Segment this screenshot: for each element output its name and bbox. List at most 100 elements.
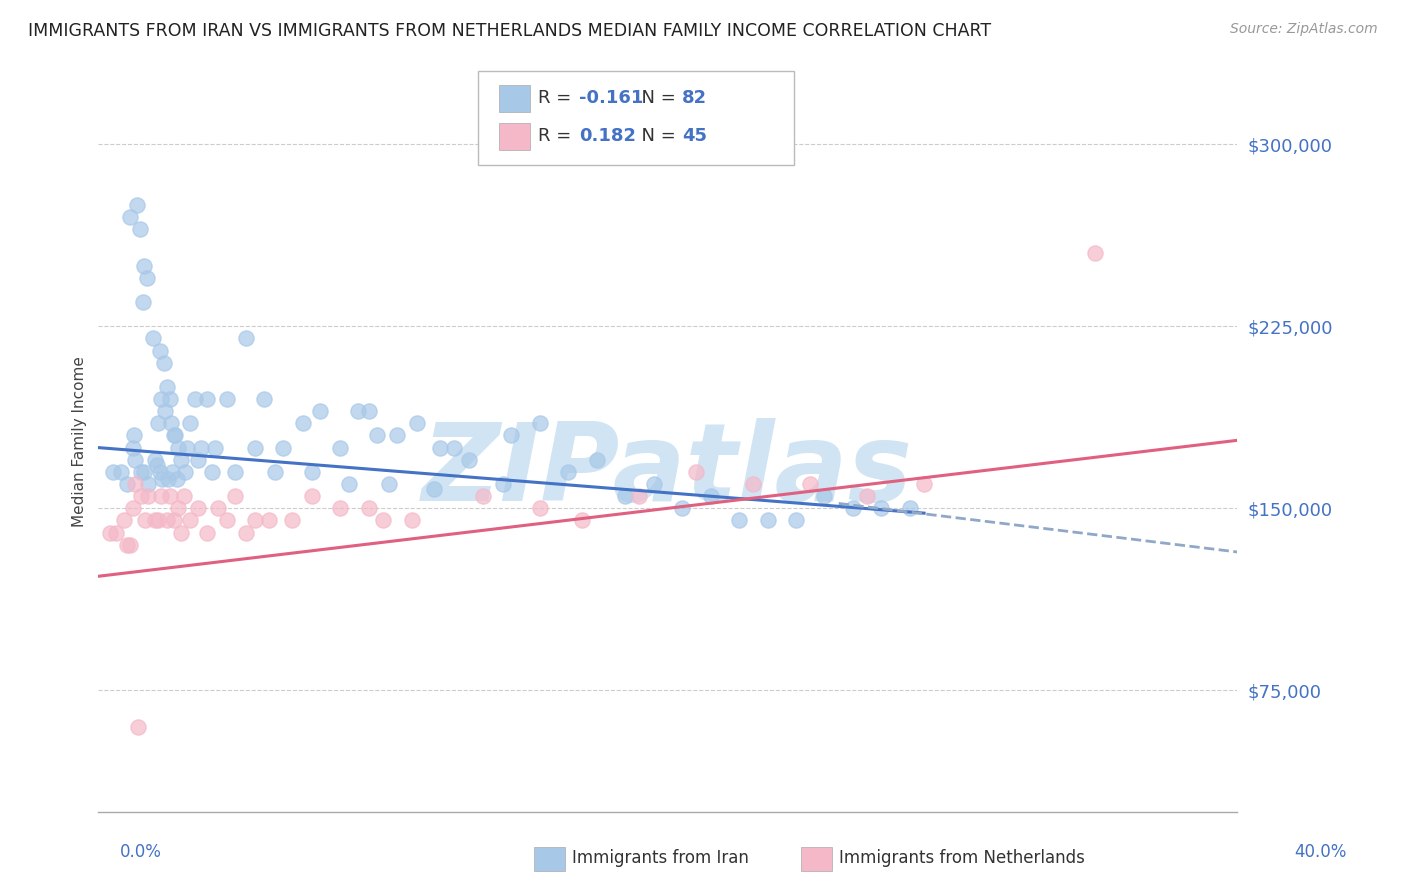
Point [156,380,179,394]
Point [337,477,360,491]
Point [146,458,169,472]
Point [912,477,935,491]
Point [122,428,145,442]
Point [118,538,141,552]
Text: 0.182: 0.182 [579,128,637,145]
Text: 0.0%: 0.0% [120,843,162,861]
Point [127,720,149,734]
Point [224,489,246,503]
Point [756,513,779,527]
Point [104,525,127,540]
Point [685,465,707,479]
Point [190,441,212,455]
Point [501,428,523,442]
Point [195,392,218,406]
Point [131,295,153,310]
Point [150,489,173,503]
Point [129,489,152,503]
Point [492,477,515,491]
Text: Source: ZipAtlas.com: Source: ZipAtlas.com [1230,22,1378,37]
Point [742,477,765,491]
Text: R =: R = [538,128,578,145]
Point [529,417,551,431]
Point [259,513,281,527]
Point [856,489,879,503]
Point [309,404,332,418]
Point [643,477,665,491]
Point [571,513,593,527]
Point [132,465,155,479]
Text: N =: N = [630,89,682,107]
Point [121,501,143,516]
Point [167,441,190,455]
Point [301,489,323,503]
Point [699,489,721,503]
Point [98,525,121,540]
Point [387,428,409,442]
Point [110,465,132,479]
Point [204,441,226,455]
Point [329,501,352,516]
Point [243,441,266,455]
Point [136,477,159,491]
Point [179,513,201,527]
Point [157,472,180,486]
Point [166,472,188,486]
Point [329,441,352,455]
Point [443,441,465,455]
Point [1084,246,1107,260]
Point [215,513,238,527]
Point [235,331,257,345]
Point [243,513,266,527]
Point [281,513,304,527]
Point [423,482,446,496]
Point [141,331,163,345]
Point [118,210,141,224]
Point [149,465,172,479]
Point [159,392,181,406]
Point [115,477,138,491]
Point [129,465,152,479]
Point [160,417,183,431]
Point [292,417,315,431]
Point [163,513,186,527]
Text: -0.161: -0.161 [579,89,644,107]
Point [163,428,186,442]
Point [153,356,176,370]
Point [215,392,238,406]
Point [179,417,201,431]
Point [124,452,146,467]
Point [165,428,187,442]
Y-axis label: Median Family Income: Median Family Income [72,356,87,527]
Point [207,501,229,516]
Point [148,417,170,431]
Point [529,501,551,516]
Point [406,417,429,431]
Point [174,465,197,479]
Point [152,472,174,486]
Point [187,452,209,467]
Point [224,465,246,479]
Point [136,489,159,503]
Point [135,270,157,285]
Point [614,489,637,503]
Point [346,404,368,418]
Point [671,501,693,516]
Text: ZIPatlas: ZIPatlas [422,418,914,524]
Point [785,513,807,527]
Point [813,489,835,503]
Point [112,513,135,527]
Point [378,477,401,491]
Point [357,404,380,418]
Point [101,465,124,479]
Text: 40.0%: 40.0% [1295,843,1347,861]
Point [842,501,865,516]
Point [128,222,150,236]
Point [124,477,146,491]
Point [457,452,479,467]
Point [264,465,287,479]
Point [145,513,167,527]
Text: 45: 45 [682,128,707,145]
Point [145,452,167,467]
Point [176,441,198,455]
